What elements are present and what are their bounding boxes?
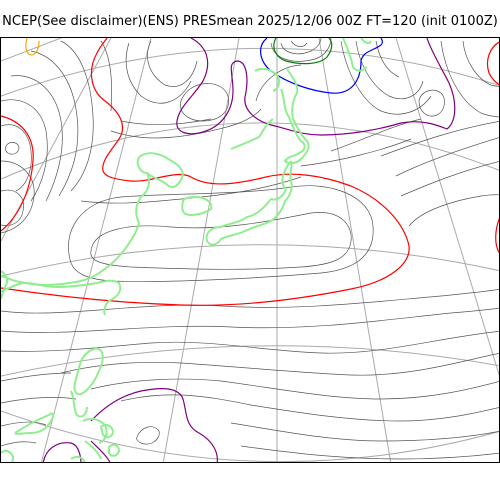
latitude-line [1,244,499,277]
longitude-line [395,38,499,377]
isobar [1,307,499,333]
pressure-map-svg [1,38,499,462]
longitude-line [1,38,112,242]
isobar [440,40,499,118]
isobar [5,142,20,155]
isobar [300,138,412,167]
isobar [136,426,160,445]
longitude-line [318,38,392,462]
isobar [255,64,302,102]
red-contour [1,38,410,306]
isobar [125,42,192,104]
isobar [418,89,445,117]
isobar [1,421,47,427]
map-title: NCEP(See disclaimer)(ENS) PRESmean 2025/… [2,14,498,29]
isobar [240,445,499,460]
isobar [375,40,400,78]
isobar [10,75,63,202]
isobar [60,40,94,192]
isobar [280,38,322,55]
isobar [355,40,424,100]
isobar [1,289,499,314]
isobar [30,50,79,197]
coastline-kurils [342,38,368,72]
longitude-line [41,38,152,462]
isobar [462,40,499,87]
coastline-taiwan [73,347,104,396]
latitude-line [1,122,499,180]
isobar [68,185,374,282]
isobar [408,194,499,227]
isobar [1,99,48,202]
coastlines [1,38,372,462]
purple-contour [90,388,218,462]
isobar [340,40,432,115]
purple-contour [176,38,456,136]
latitude-line [1,345,499,377]
longitude-line [162,38,240,462]
isobar [60,353,499,376]
isobar [290,40,308,47]
coastline-kyushu [181,196,213,216]
red-contour [486,41,499,85]
coastline-okhotsk [254,67,281,92]
isobar [1,441,37,447]
green-contour [273,38,333,65]
coastline-kamchatka [360,38,372,45]
isobar [1,189,24,226]
coastline-shandong [1,279,122,316]
isobar [1,397,77,404]
isobar [1,372,72,382]
purple-contour [90,440,111,462]
isobar [395,137,499,177]
isobar [1,124,32,192]
isobar [400,161,499,197]
red-contour [1,115,34,232]
purple-contour [42,442,82,462]
coastline-china-east [138,152,184,189]
longitude-line [1,38,62,62]
coastline-china-south [14,412,55,435]
latitude-line [1,47,499,97]
coastline-bottomleft [1,449,14,462]
red-contour [495,218,499,254]
latitude-line [1,410,499,462]
coastline-sakhalin [230,118,274,150]
isobar [90,212,352,270]
isobar [120,394,499,422]
isobar [230,422,499,442]
isobar [180,83,229,122]
coastline-honshu [205,160,293,246]
isobar [380,121,499,157]
isobar [90,378,499,400]
isobar [1,330,499,354]
isobar [120,118,212,125]
isobar [100,40,113,112]
key-contours [1,38,499,462]
coastline-islands [100,423,120,457]
orange-contour [25,38,40,56]
isobar [147,40,198,87]
pressure-map [0,37,500,463]
coastline-left [1,270,9,300]
isobars [1,38,499,460]
coastline-hokkaido [280,68,310,165]
